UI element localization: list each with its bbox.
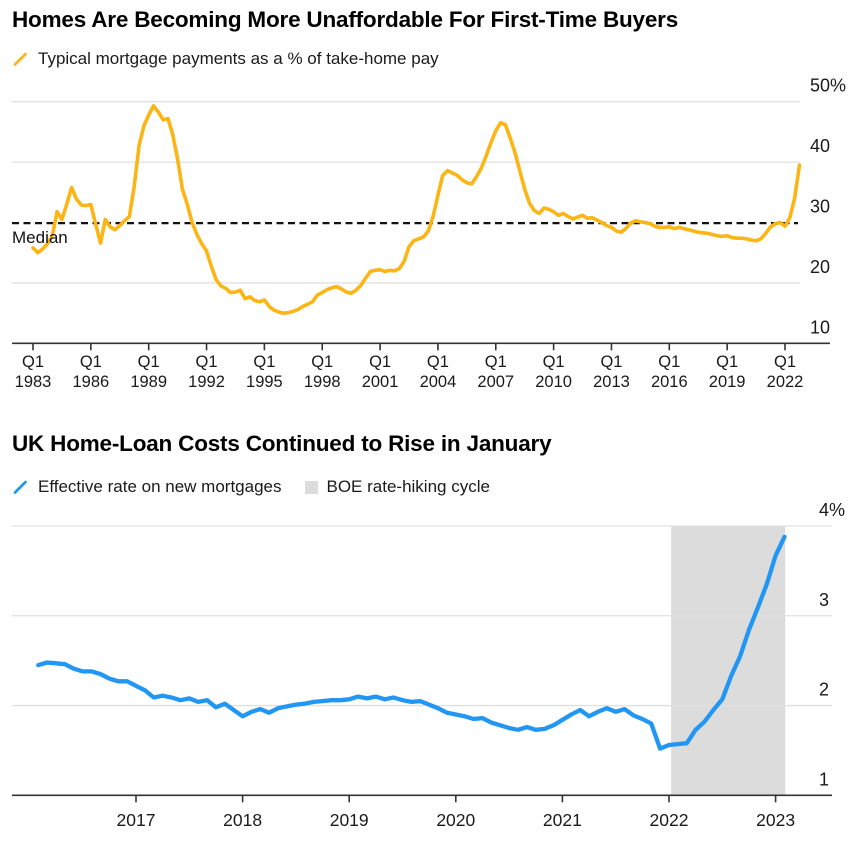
- x-tick-label-quarter: Q1: [427, 353, 449, 371]
- x-tick-label-quarter: Q1: [138, 353, 160, 371]
- x-tick-label-year: 2021: [543, 810, 582, 830]
- y-tick-label: 50%: [810, 76, 846, 96]
- y-tick-label: 10: [810, 317, 830, 337]
- x-tick-label-year: 2016: [651, 373, 688, 391]
- x-tick-label-year: 2018: [223, 810, 262, 830]
- y-tick-label: 3: [819, 590, 829, 610]
- x-tick-label-year: 2020: [436, 810, 475, 830]
- x-tick-label-quarter: Q1: [196, 353, 218, 371]
- x-tick-label-year: 2019: [330, 810, 369, 830]
- y-tick-label: 20: [810, 257, 830, 277]
- x-tick-label-quarter: Q1: [774, 353, 796, 371]
- x-tick-label-year: 2023: [756, 810, 795, 830]
- y-tick-label: 1: [819, 769, 829, 789]
- y-tick-label: 2: [819, 680, 829, 700]
- y-tick-label: 4%: [819, 500, 845, 520]
- x-tick-label-year: 1989: [130, 373, 167, 391]
- series-line: [36, 534, 787, 751]
- y-tick-label: 40: [810, 136, 830, 156]
- chart1-legend: Typical mortgage payments as a % of take…: [12, 49, 453, 69]
- x-tick-label-quarter: Q1: [80, 353, 102, 371]
- y-tick-label: 30: [810, 197, 830, 217]
- x-tick-label-quarter: Q1: [600, 353, 622, 371]
- x-tick-label-year: 2022: [650, 810, 689, 830]
- x-tick-label-quarter: Q1: [716, 353, 738, 371]
- x-tick-label-year: 1995: [246, 373, 283, 391]
- x-tick-label-quarter: Q1: [658, 353, 680, 371]
- chart1-title: Homes Are Becoming More Unaffordable For…: [12, 7, 679, 32]
- x-tick-label-quarter: Q1: [543, 353, 565, 371]
- chart2-title: UK Home-Loan Costs Continued to Rise in …: [12, 431, 552, 456]
- x-tick-label-year: 1998: [304, 373, 341, 391]
- x-tick-label-year: 2010: [535, 373, 572, 391]
- x-tick-label-year: 2022: [767, 373, 804, 391]
- band-legend-icon: [304, 480, 318, 494]
- x-tick-label-year: 2004: [420, 373, 457, 391]
- x-tick-label-quarter: Q1: [22, 353, 44, 371]
- chart2-legend-label-band: BOE rate-hiking cycle: [326, 477, 490, 496]
- x-tick-label-quarter: Q1: [369, 353, 391, 371]
- x-tick-label-quarter: Q1: [485, 353, 507, 371]
- x-tick-label-year: 2001: [362, 373, 399, 391]
- x-tick-label-year: 1986: [72, 373, 109, 391]
- x-tick-label-year: 2007: [477, 373, 514, 391]
- x-tick-label-year: 1992: [188, 373, 225, 391]
- x-tick-label-quarter: Q1: [253, 353, 275, 371]
- x-tick-label-year: 2019: [709, 373, 746, 391]
- series-line: [31, 104, 802, 316]
- median-label: Median: [12, 228, 68, 247]
- x-tick-label-quarter: Q1: [311, 353, 333, 371]
- yellow-line-legend-icon: [12, 51, 29, 68]
- x-tick-label-year: 2013: [593, 373, 630, 391]
- boe-rate-hiking-band: [671, 526, 786, 796]
- x-tick-label-year: 2017: [117, 810, 156, 830]
- chart2-legend: Effective rate on new mortgages BOE rate…: [12, 477, 504, 497]
- chart2-legend-label-rate: Effective rate on new mortgages: [38, 477, 282, 496]
- x-tick-label-year: 1983: [15, 373, 52, 391]
- chart1-legend-label: Typical mortgage payments as a % of take…: [38, 49, 439, 68]
- blue-line-legend-icon: [12, 479, 29, 496]
